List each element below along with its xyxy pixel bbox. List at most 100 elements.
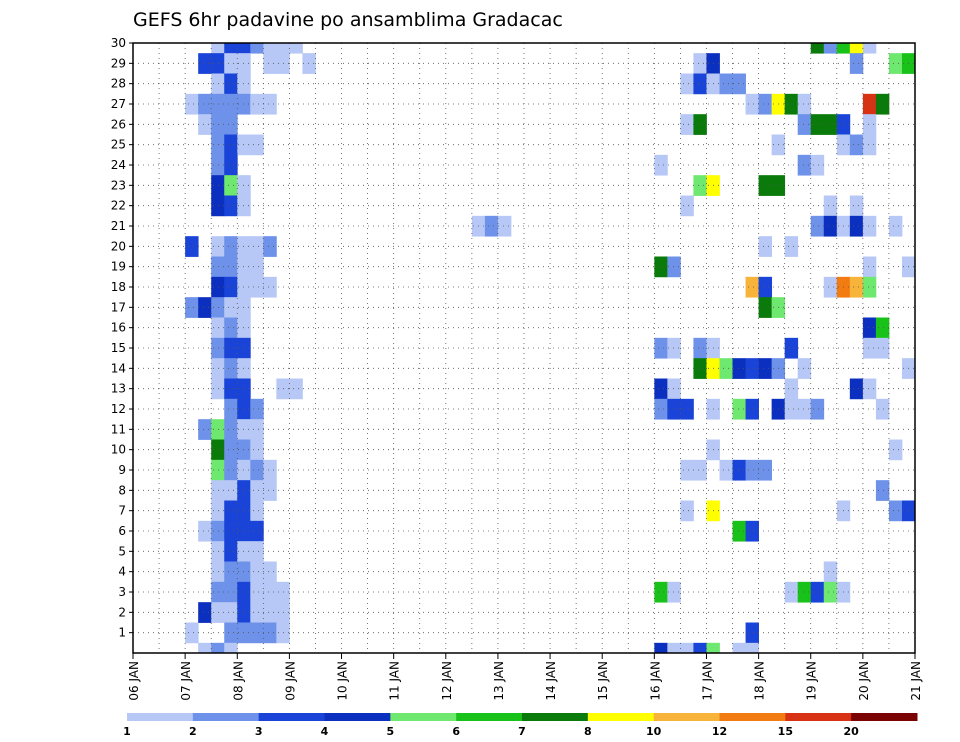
heatmap-cell xyxy=(211,500,225,522)
colorbar-tick-label: 4 xyxy=(321,725,329,738)
heatmap-cell xyxy=(810,154,825,176)
heatmap-cell xyxy=(211,276,225,298)
x-tick-label: 07 JAN xyxy=(179,661,193,701)
x-tick-label: 13 JAN xyxy=(492,661,506,701)
heatmap-cell xyxy=(784,581,799,603)
heatmap-cell xyxy=(693,73,707,95)
colorbar-tick-label: 8 xyxy=(584,725,592,738)
heatmap-cell xyxy=(211,561,225,583)
heatmap-cell xyxy=(784,337,799,359)
heatmap-cell xyxy=(224,317,238,339)
heatmap-cell xyxy=(224,581,238,603)
heatmap-cell xyxy=(211,43,225,54)
heatmap-cell xyxy=(289,43,303,54)
heatmap-cell xyxy=(693,53,707,74)
colorbar-segment xyxy=(719,713,786,721)
heatmap-cell xyxy=(211,581,225,603)
heatmap-cell xyxy=(198,297,212,318)
heatmap-cell xyxy=(862,256,877,278)
x-tick-label: 12 JAN xyxy=(440,661,454,701)
heatmap-cell xyxy=(849,53,864,74)
heatmap-cell xyxy=(224,93,238,115)
heatmap-cell xyxy=(211,317,225,339)
heatmap-cell xyxy=(758,276,773,298)
heatmap-cell xyxy=(810,398,825,420)
x-tick-label: 06 JAN xyxy=(127,661,141,701)
colorbar-tick-label: 1 xyxy=(123,725,131,738)
heatmap-cell xyxy=(250,236,264,257)
heatmap-cell xyxy=(706,642,720,654)
heatmap-cell xyxy=(680,500,694,522)
heatmap-cell xyxy=(224,53,238,74)
colorbar-segment xyxy=(851,713,918,721)
heatmap-cell xyxy=(654,378,668,400)
colorbar-tick-label: 5 xyxy=(387,725,395,738)
heatmap-cell xyxy=(211,602,225,623)
heatmap-cell xyxy=(250,561,264,583)
y-tick-label: 8 xyxy=(118,483,126,497)
heatmap-cell xyxy=(484,215,499,237)
y-tick-label: 9 xyxy=(118,463,126,477)
x-tick-label: 20 JAN xyxy=(857,661,871,701)
heatmap-cell xyxy=(263,93,277,115)
heatmap-cell xyxy=(849,215,864,237)
heatmap-cell xyxy=(211,73,225,95)
heatmap-cell xyxy=(875,337,890,359)
heatmap-cell xyxy=(250,520,264,542)
heatmap-cell xyxy=(211,297,225,318)
heatmap-cell xyxy=(224,378,238,400)
heatmap-cell xyxy=(302,53,316,74)
colorbar-segment xyxy=(192,713,260,721)
heatmap-cell xyxy=(732,398,746,420)
x-tick-label: 10 JAN xyxy=(336,661,350,701)
heatmap-cell xyxy=(862,276,877,298)
y-tick-label: 16 xyxy=(111,321,126,335)
heatmap-cell xyxy=(250,459,264,481)
heatmap-cell xyxy=(823,114,838,135)
y-tick-label: 12 xyxy=(111,402,126,416)
heatmap-cell xyxy=(693,459,707,481)
colorbar-tick-label: 20 xyxy=(844,725,860,738)
heatmap-cell xyxy=(250,256,264,278)
heatmap-cell xyxy=(719,459,733,481)
heatmap-cell xyxy=(224,154,238,176)
heatmap-cell xyxy=(250,419,264,440)
heatmap-cell xyxy=(211,134,225,156)
x-tick-label: 14 JAN xyxy=(544,661,558,701)
heatmap-cell xyxy=(888,500,903,522)
heatmap-cell xyxy=(250,134,264,156)
heatmap-cell xyxy=(836,43,851,54)
heatmap-cell xyxy=(224,459,238,481)
heatmap-cell xyxy=(680,398,694,420)
heatmap-cell xyxy=(810,581,825,603)
heatmap-cell xyxy=(745,398,759,420)
x-tick-label: 16 JAN xyxy=(648,661,662,701)
heatmap-cell xyxy=(224,175,238,196)
colorbar-segment xyxy=(456,713,523,721)
heatmap-cell xyxy=(732,642,746,654)
heatmap-cell xyxy=(250,581,264,603)
heatmap-cell xyxy=(745,93,759,115)
heatmap-cell xyxy=(745,276,759,298)
y-tick-label: 23 xyxy=(111,178,126,192)
y-tick-label: 22 xyxy=(111,199,126,213)
colorbar-tick-label: 15 xyxy=(778,725,793,738)
x-axis-ticks: 06 JAN 07 JAN 08 JAN 09 JAN 10 JAN 11 JAN 12 J… xyxy=(127,653,923,701)
colorbar-segment xyxy=(390,713,457,721)
heatmap-cell xyxy=(250,276,264,298)
heatmap-cell xyxy=(823,195,838,217)
heatmap-cell xyxy=(667,337,681,359)
heatmap-cell xyxy=(745,642,759,654)
colorbar-segment xyxy=(258,713,325,721)
heatmap-cell xyxy=(224,195,238,217)
y-axis-ticks: 1234567891011121314151617181920212223242… xyxy=(111,36,133,640)
y-tick-label: 4 xyxy=(118,565,126,579)
colorbar-segment xyxy=(653,713,720,721)
heatmap-cell xyxy=(211,256,225,278)
heatmap-cell xyxy=(211,53,225,74)
heatmap-cell xyxy=(719,358,733,379)
y-tick-label: 10 xyxy=(111,443,126,457)
heatmap-cell xyxy=(745,622,759,644)
heatmap-cell xyxy=(224,276,238,298)
x-tick-label: 18 JAN xyxy=(753,661,767,701)
